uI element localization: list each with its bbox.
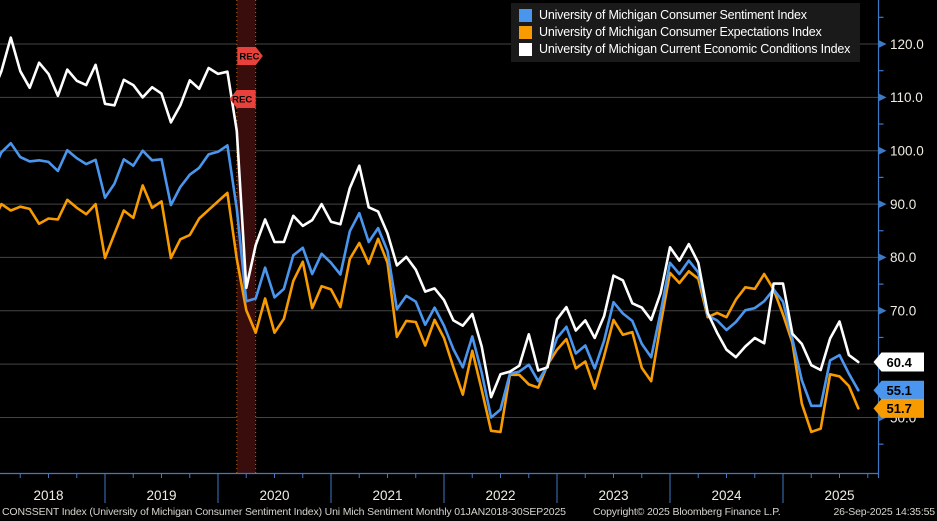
legend-item-current-conditions[interactable]: University of Michigan Current Economic … — [519, 41, 850, 57]
svg-text:90.0: 90.0 — [890, 197, 916, 212]
svg-text:REC: REC — [232, 95, 252, 106]
svg-text:2024: 2024 — [711, 488, 742, 503]
svg-text:2022: 2022 — [485, 488, 515, 503]
svg-text:70.0: 70.0 — [890, 304, 916, 319]
recession-band — [236, 0, 257, 473]
svg-text:2025: 2025 — [824, 488, 854, 503]
svg-text:2023: 2023 — [598, 488, 628, 503]
last-value-badges: 60.4 55.1 51.7 — [873, 352, 924, 418]
svg-text:2019: 2019 — [146, 488, 176, 503]
sentiment-series-swatch — [519, 8, 532, 22]
recession-markers: REC REC — [229, 47, 263, 108]
svg-text:100.0: 100.0 — [890, 144, 924, 159]
status-bar: CONSSENT Index (University of Michigan C… — [0, 504, 937, 521]
svg-text:REC: REC — [239, 52, 259, 63]
chart-legend: University of Michigan Consumer Sentimen… — [511, 3, 861, 62]
svg-text:55.1: 55.1 — [887, 383, 912, 398]
ticker-description: CONSSENT Index (University of Michigan C… — [2, 506, 566, 518]
series-line-1 — [0, 184, 860, 434]
current-conditions-series-label: University of Michigan Current Economic … — [539, 42, 851, 56]
x-axis-labels: 2018 2019 2020 2021 2022 2023 2024 2025 — [33, 488, 854, 503]
sentiment-series-label: University of Michigan Consumer Sentimen… — [539, 8, 807, 22]
current-conditions-series-swatch — [519, 42, 532, 56]
series-line-0 — [0, 141, 860, 419]
axes — [0, 0, 887, 503]
timestamp: 26-Sep-2025 14:35:55 — [833, 506, 935, 518]
legend-item-sentiment[interactable]: University of Michigan Consumer Sentimen… — [519, 7, 850, 23]
svg-text:2020: 2020 — [259, 488, 289, 503]
svg-text:60.4: 60.4 — [887, 355, 913, 370]
expectations-series-label: University of Michigan Consumer Expectat… — [539, 25, 822, 39]
series-line-2 — [0, 36, 860, 399]
svg-text:110.0: 110.0 — [890, 90, 923, 105]
svg-text:120.0: 120.0 — [890, 37, 924, 52]
copyright-text: Copyright© 2025 Bloomberg Finance L.P. — [593, 506, 781, 518]
expectations-series-swatch — [519, 25, 532, 39]
svg-text:2021: 2021 — [372, 488, 402, 503]
svg-text:80.0: 80.0 — [890, 250, 916, 265]
svg-text:2018: 2018 — [33, 488, 63, 503]
legend-item-expectations[interactable]: University of Michigan Consumer Expectat… — [519, 24, 850, 40]
svg-text:51.7: 51.7 — [887, 401, 912, 416]
gridlines — [0, 43, 879, 418]
